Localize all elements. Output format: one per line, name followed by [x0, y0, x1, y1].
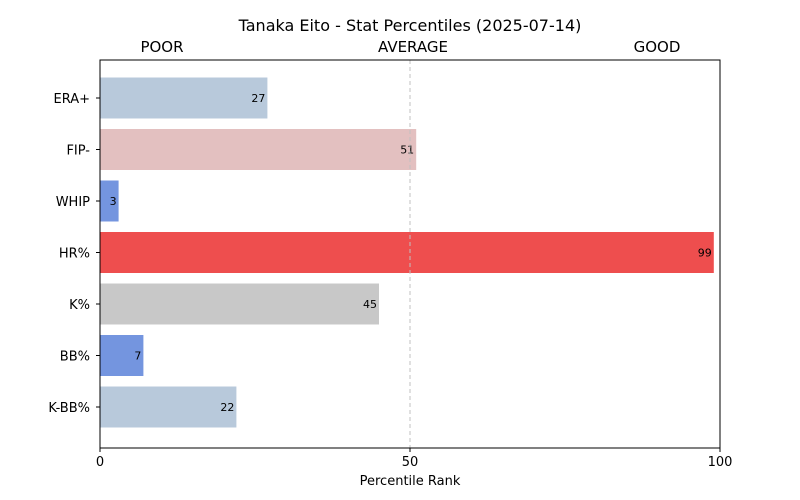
y-tick-label: K% [69, 298, 90, 313]
bar-bb [100, 335, 144, 376]
x-axis: 0 50 100 [96, 448, 733, 470]
bar-value-label: 51 [400, 144, 414, 157]
zone-label-average: AVERAGE [378, 38, 448, 56]
chart-title: Tanaka Eito - Stat Percentiles (2025-07-… [238, 16, 582, 35]
bar-value-label: 22 [220, 401, 234, 414]
zone-label-poor: POOR [140, 38, 183, 56]
y-tick-label: WHIP [56, 195, 90, 210]
x-axis-label: Percentile Rank [360, 474, 461, 489]
bar-value-label: 3 [110, 195, 117, 208]
y-tick-label: K-BB% [48, 401, 90, 416]
y-tick-label: HR% [59, 247, 90, 262]
bar-value-label-group: 27 51 3 99 45 7 22 [110, 92, 712, 414]
bar-value-label: 27 [251, 92, 265, 105]
x-tick-label: 50 [402, 455, 419, 470]
y-tick-label: BB% [60, 350, 90, 365]
zone-label-good: GOOD [634, 38, 681, 56]
bar-whip [100, 180, 119, 222]
bar-k [100, 283, 379, 325]
bar-value-label: 7 [134, 350, 141, 363]
bar-value-label: 99 [698, 247, 712, 260]
bar-value-label: 45 [363, 298, 377, 311]
bar-k-bb [100, 386, 237, 428]
y-tick-label: FIP- [66, 144, 90, 159]
bar-fip [100, 129, 417, 170]
bar-era [100, 77, 268, 119]
y-axis: ERA+ FIP- WHIP HR% K% BB% K-BB% [48, 92, 100, 416]
x-tick-label: 100 [708, 455, 733, 470]
bar-group [100, 77, 714, 428]
y-tick-label: ERA+ [53, 92, 90, 107]
bar-hr [100, 232, 714, 273]
x-tick-label: 0 [96, 455, 104, 470]
